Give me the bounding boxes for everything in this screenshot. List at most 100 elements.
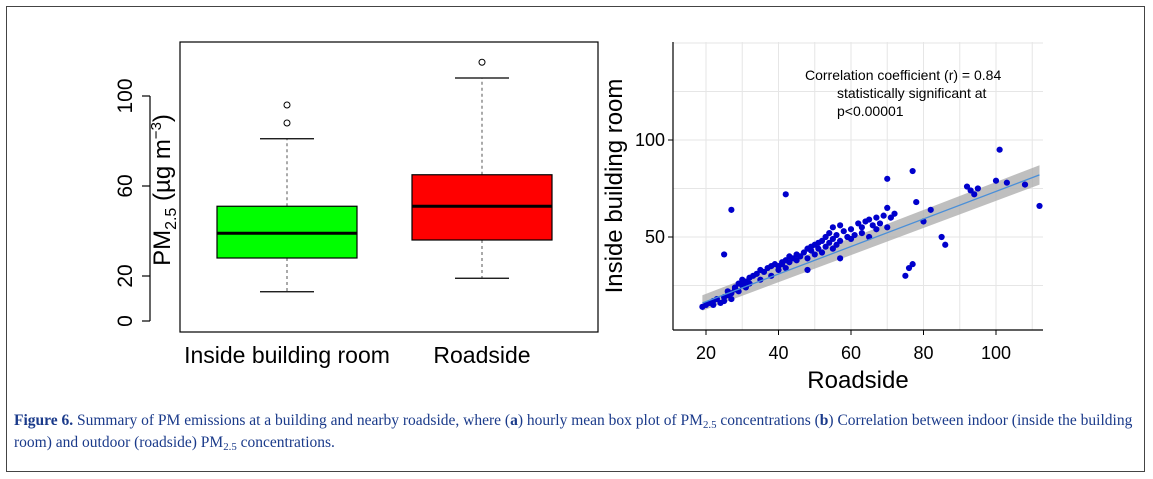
scatter-point [909,167,916,175]
scatter-annotation: p<0.00001 [837,103,904,119]
box-y-tick-label: 100 [114,78,137,113]
scatter-point [866,216,873,223]
scatter-point [873,226,880,233]
scatter-point [1036,202,1043,210]
box-y-tick-label: 0 [114,315,137,327]
caption-text: ) Correlation between indoor (inside the… [14,412,1133,451]
scatter-point [837,255,844,262]
box-y-tick-label: 60 [114,174,137,197]
scatter-point [797,253,804,260]
scatter-annotation: Correlation coefficient (r) = 0.84 [805,67,1001,83]
scatter-point [840,228,847,235]
box-plot-area [179,41,599,333]
scatter-point [782,191,789,198]
scatter-point [829,245,836,252]
box-x-tick-label: Roadside [433,342,530,368]
box-outlier [283,119,291,127]
figure-frame [6,6,1145,472]
caption-figure-label: Figure 6. [14,412,74,429]
scatter-point [887,214,894,221]
scatter-point [858,230,865,237]
scatter-point [873,214,880,221]
scatter-point [884,175,891,182]
caption-label-a: a [510,412,518,429]
scatter-point [992,177,1000,184]
scatter-plot-chart: 20 40 60 80 100 50 100 Roadside Inside building … [601,42,1043,394]
caption-text: ) hourly mean box plot of PM [517,412,703,429]
scatter-point [829,235,836,243]
scatter-point [847,235,855,243]
scatter-x-tick-label: 60 [841,343,861,363]
scatter-point [779,261,786,268]
scatter-point [837,237,844,244]
scatter-point [760,268,768,276]
scatter-point [800,249,807,256]
scatter-point [927,206,934,213]
scatter-point [902,272,909,279]
scatter-point [721,297,728,305]
box-x-tick-label: Inside building room [184,342,390,368]
scatter-point [880,212,887,219]
scatter-point [971,191,978,198]
scatter-point [996,146,1003,153]
scatter-ylabel: Inside building room [601,79,628,294]
scatter-point [974,185,981,192]
scatter-point [822,243,829,250]
scatter-y-tick-label: 100 [635,130,665,150]
scatter-point [1003,179,1010,186]
scatter-point [833,241,840,248]
scatter-point [967,187,974,194]
scatter-point [753,270,760,277]
scatter-annotation: statistically significant at [837,85,987,101]
scatter-point [963,183,971,190]
scatter-fit-line [702,174,1040,304]
caption-subscript: 2.5 [223,441,237,453]
scatter-x-tick-label: 20 [696,343,716,363]
scatter-point [728,295,735,303]
scatter-point [815,245,822,252]
scatter-point [818,237,826,244]
scatter-point [804,255,811,262]
scatter-point [942,241,949,248]
scatter-x-tick-label: 100 [981,343,1011,363]
caption-text: Summary of PM emissions at a building an… [73,412,511,429]
scatter-point [891,210,898,217]
scatter-point [826,239,833,246]
scatter-point [1021,181,1029,188]
scatter-point [829,224,836,231]
scatter-point [786,259,793,266]
scatter-point [855,220,862,227]
scatter-point [884,224,891,231]
scatter-point [818,249,826,256]
scatter-point [909,261,916,268]
box-outlier [478,58,486,66]
scatter-point [913,198,920,206]
scatter-point [808,247,815,254]
scatter-point [905,264,913,272]
scatter-point [837,222,844,229]
scatter-point [869,222,876,229]
scatter-point [721,251,728,258]
box-ylabel: PM2.5 (µg m−3) [148,114,180,266]
scatter-point [884,204,891,211]
scatter-point [876,220,884,227]
scatter-y-tick-label: 50 [645,227,665,247]
scatter-point [728,206,735,213]
caption-text: concentrations. [236,434,335,451]
caption-label-b: b [819,412,829,429]
scatter-point [938,233,945,241]
scatter-x-tick-label: 40 [768,343,788,363]
scatter-point [847,226,855,233]
scatter-point [858,224,865,231]
scatter-point [826,230,833,237]
scatter-xlabel: Roadside [807,367,908,394]
scatter-point [793,257,800,264]
scatter-point [811,251,818,258]
box-outlier [283,101,291,109]
caption-text: concentrations ( [716,412,820,429]
box-y-tick-label: 20 [114,264,137,287]
figure-caption: Figure 6. Summary of PM emissions at a b… [14,410,1134,454]
scatter-point [804,266,811,274]
scatter-point [851,231,858,239]
scatter-point [822,233,829,241]
